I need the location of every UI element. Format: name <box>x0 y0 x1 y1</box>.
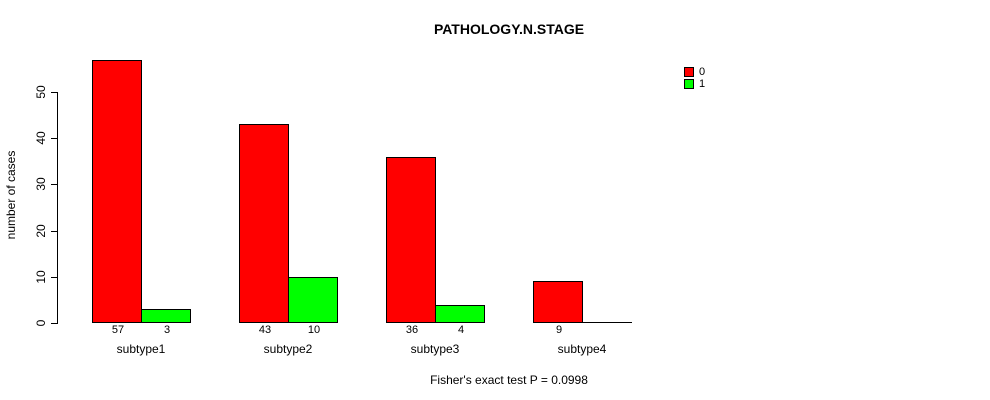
y-axis-tick <box>51 184 57 185</box>
legend-swatch-1 <box>684 79 694 89</box>
bar-value-label: 10 <box>307 324 321 336</box>
y-axis-tick <box>51 138 57 139</box>
y-axis-tick-label: 40 <box>34 131 48 145</box>
y-axis-line <box>57 92 58 324</box>
bar-value-label: 4 <box>457 324 465 336</box>
bar-value-label: 57 <box>111 324 125 336</box>
bar-subtype2-series-1 <box>288 277 338 323</box>
x-category-label-subtype4: subtype4 <box>557 342 607 356</box>
bar-subtype2-series-0 <box>239 124 289 323</box>
bar-value-label: 3 <box>163 324 171 336</box>
y-axis-tick-label: 0 <box>34 319 48 327</box>
x-category-label-subtype2: subtype2 <box>263 342 313 356</box>
y-axis-tick-label: 10 <box>34 270 48 284</box>
y-axis-tick-label: 20 <box>34 224 48 238</box>
y-axis-tick <box>51 92 57 93</box>
bar-value-label: 36 <box>405 324 419 336</box>
x-category-label-subtype3: subtype3 <box>410 342 460 356</box>
y-axis-tick-label: 30 <box>34 177 48 191</box>
legend-swatch-0 <box>684 67 694 77</box>
y-axis-tick <box>51 277 57 278</box>
y-axis-tick <box>51 231 57 232</box>
chart-caption: Fisher's exact test P = 0.0998 <box>430 373 588 387</box>
bar-subtype3-series-0 <box>386 157 436 323</box>
y-axis-tick-label: 50 <box>34 85 48 99</box>
legend-item: 1 <box>684 78 705 90</box>
y-axis-tick <box>51 323 57 324</box>
bar-subtype1-series-1 <box>141 309 191 323</box>
legend-item: 0 <box>684 66 705 78</box>
bar-subtype4-series-1-zero-baseline <box>582 322 632 323</box>
legend-label: 0 <box>699 66 706 78</box>
bar-subtype3-series-1 <box>435 305 485 323</box>
bar-value-label: 43 <box>258 324 272 336</box>
x-category-label-subtype1: subtype1 <box>116 342 166 356</box>
bar-subtype4-series-0 <box>533 281 583 323</box>
bar-subtype1-series-0 <box>92 60 142 323</box>
legend-label: 1 <box>699 78 706 90</box>
chart-title: PATHOLOGY.N.STAGE <box>433 21 585 37</box>
bar-value-label: 9 <box>555 324 563 336</box>
